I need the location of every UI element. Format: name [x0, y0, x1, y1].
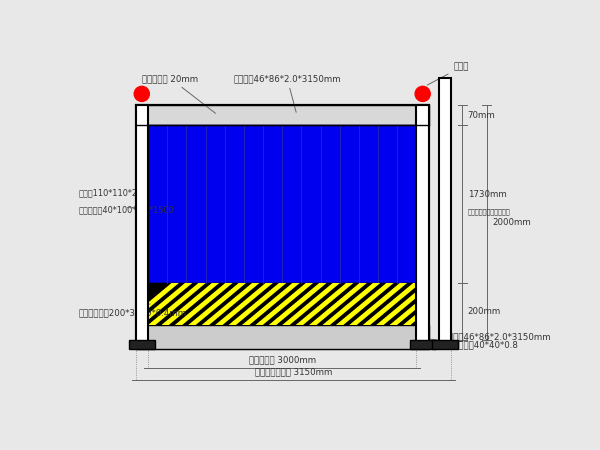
Polygon shape: [282, 283, 340, 325]
Bar: [410, 340, 436, 350]
Polygon shape: [134, 283, 193, 325]
Bar: [136, 105, 429, 350]
Polygon shape: [309, 283, 367, 325]
Text: 立柱：110*110*2.0: 立柱：110*110*2.0: [79, 189, 145, 198]
Text: 1730mm: 1730mm: [467, 190, 506, 199]
Bar: [129, 340, 155, 350]
Bar: [148, 283, 416, 325]
Polygon shape: [322, 283, 380, 325]
Bar: [148, 125, 416, 283]
Text: 200mm: 200mm: [467, 307, 501, 316]
Text: 栅板间距： 3000mm: 栅板间距： 3000mm: [248, 356, 316, 364]
Polygon shape: [121, 283, 179, 325]
Polygon shape: [416, 283, 475, 325]
Polygon shape: [215, 283, 273, 325]
Polygon shape: [202, 283, 260, 325]
Text: 内置方方管：40*40*0.8: 内置方方管：40*40*0.8: [443, 341, 518, 350]
Text: 棵板厅度： 20mm: 棵板厅度： 20mm: [142, 74, 215, 113]
Text: 2000mm: 2000mm: [492, 218, 531, 227]
Polygon shape: [389, 283, 448, 325]
Bar: [432, 340, 458, 350]
Polygon shape: [175, 283, 233, 325]
Polygon shape: [269, 283, 327, 325]
Polygon shape: [403, 283, 461, 325]
Text: 警示带钉板：200*3000*0.4mm: 警示带钉板：200*3000*0.4mm: [79, 304, 187, 317]
Bar: [439, 78, 451, 345]
Bar: [136, 105, 429, 125]
Text: 70mm: 70mm: [467, 111, 496, 120]
Polygon shape: [349, 283, 407, 325]
Polygon shape: [443, 283, 502, 325]
Polygon shape: [363, 283, 421, 325]
Polygon shape: [242, 283, 300, 325]
Bar: [416, 105, 429, 345]
Polygon shape: [229, 283, 287, 325]
Polygon shape: [376, 283, 434, 325]
Polygon shape: [430, 283, 488, 325]
Bar: [148, 283, 416, 325]
Polygon shape: [256, 283, 313, 325]
Bar: [136, 325, 429, 350]
Polygon shape: [188, 283, 247, 325]
Text: 内置方方管40*100*1.3*1500: 内置方方管40*100*1.3*1500: [79, 205, 175, 214]
Polygon shape: [148, 283, 206, 325]
Text: 中心距离一档： 3150mm: 中心距离一档： 3150mm: [254, 367, 332, 376]
Circle shape: [134, 86, 149, 101]
Text: 警示灯: 警示灯: [427, 63, 469, 85]
Polygon shape: [161, 283, 220, 325]
Text: 上横棁：46*86*2.0*3150mm: 上横棁：46*86*2.0*3150mm: [233, 74, 341, 112]
Text: 下横棁：46*86*2.0*3150mm: 下横棁：46*86*2.0*3150mm: [443, 333, 551, 342]
Polygon shape: [296, 283, 353, 325]
Bar: [136, 105, 148, 345]
Polygon shape: [336, 283, 394, 325]
Circle shape: [415, 86, 430, 101]
Text: （上横棁下横棁中心距）: （上横棁下横棁中心距）: [467, 209, 510, 215]
